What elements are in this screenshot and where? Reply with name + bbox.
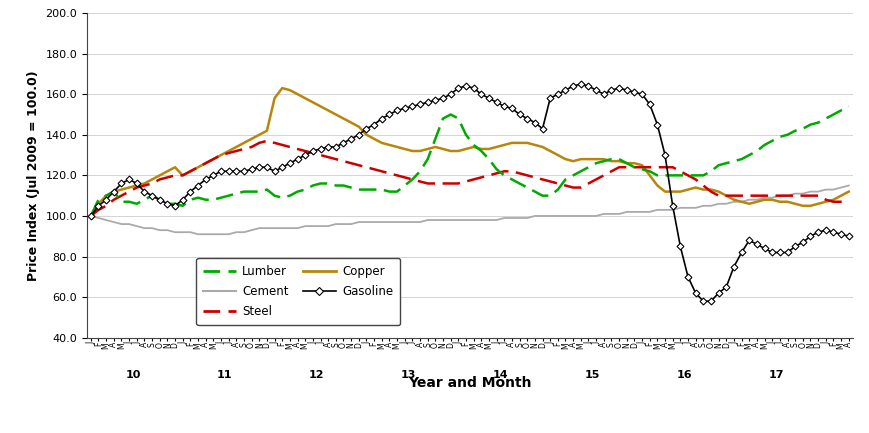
Text: 10: 10 xyxy=(125,370,141,380)
Text: 15: 15 xyxy=(584,370,600,380)
Text: 17: 17 xyxy=(767,370,783,380)
Text: 11: 11 xyxy=(216,370,232,380)
Text: 12: 12 xyxy=(308,370,324,380)
Text: 13: 13 xyxy=(401,370,415,380)
Y-axis label: Price Index (Jul 2009 = 100.0): Price Index (Jul 2009 = 100.0) xyxy=(27,70,40,281)
Text: 14: 14 xyxy=(492,370,507,380)
Text: 16: 16 xyxy=(675,370,691,380)
X-axis label: Year and Month: Year and Month xyxy=(408,376,531,390)
Legend: Lumber, Cement, Steel, Copper, Gasoline: Lumber, Cement, Steel, Copper, Gasoline xyxy=(196,258,400,325)
